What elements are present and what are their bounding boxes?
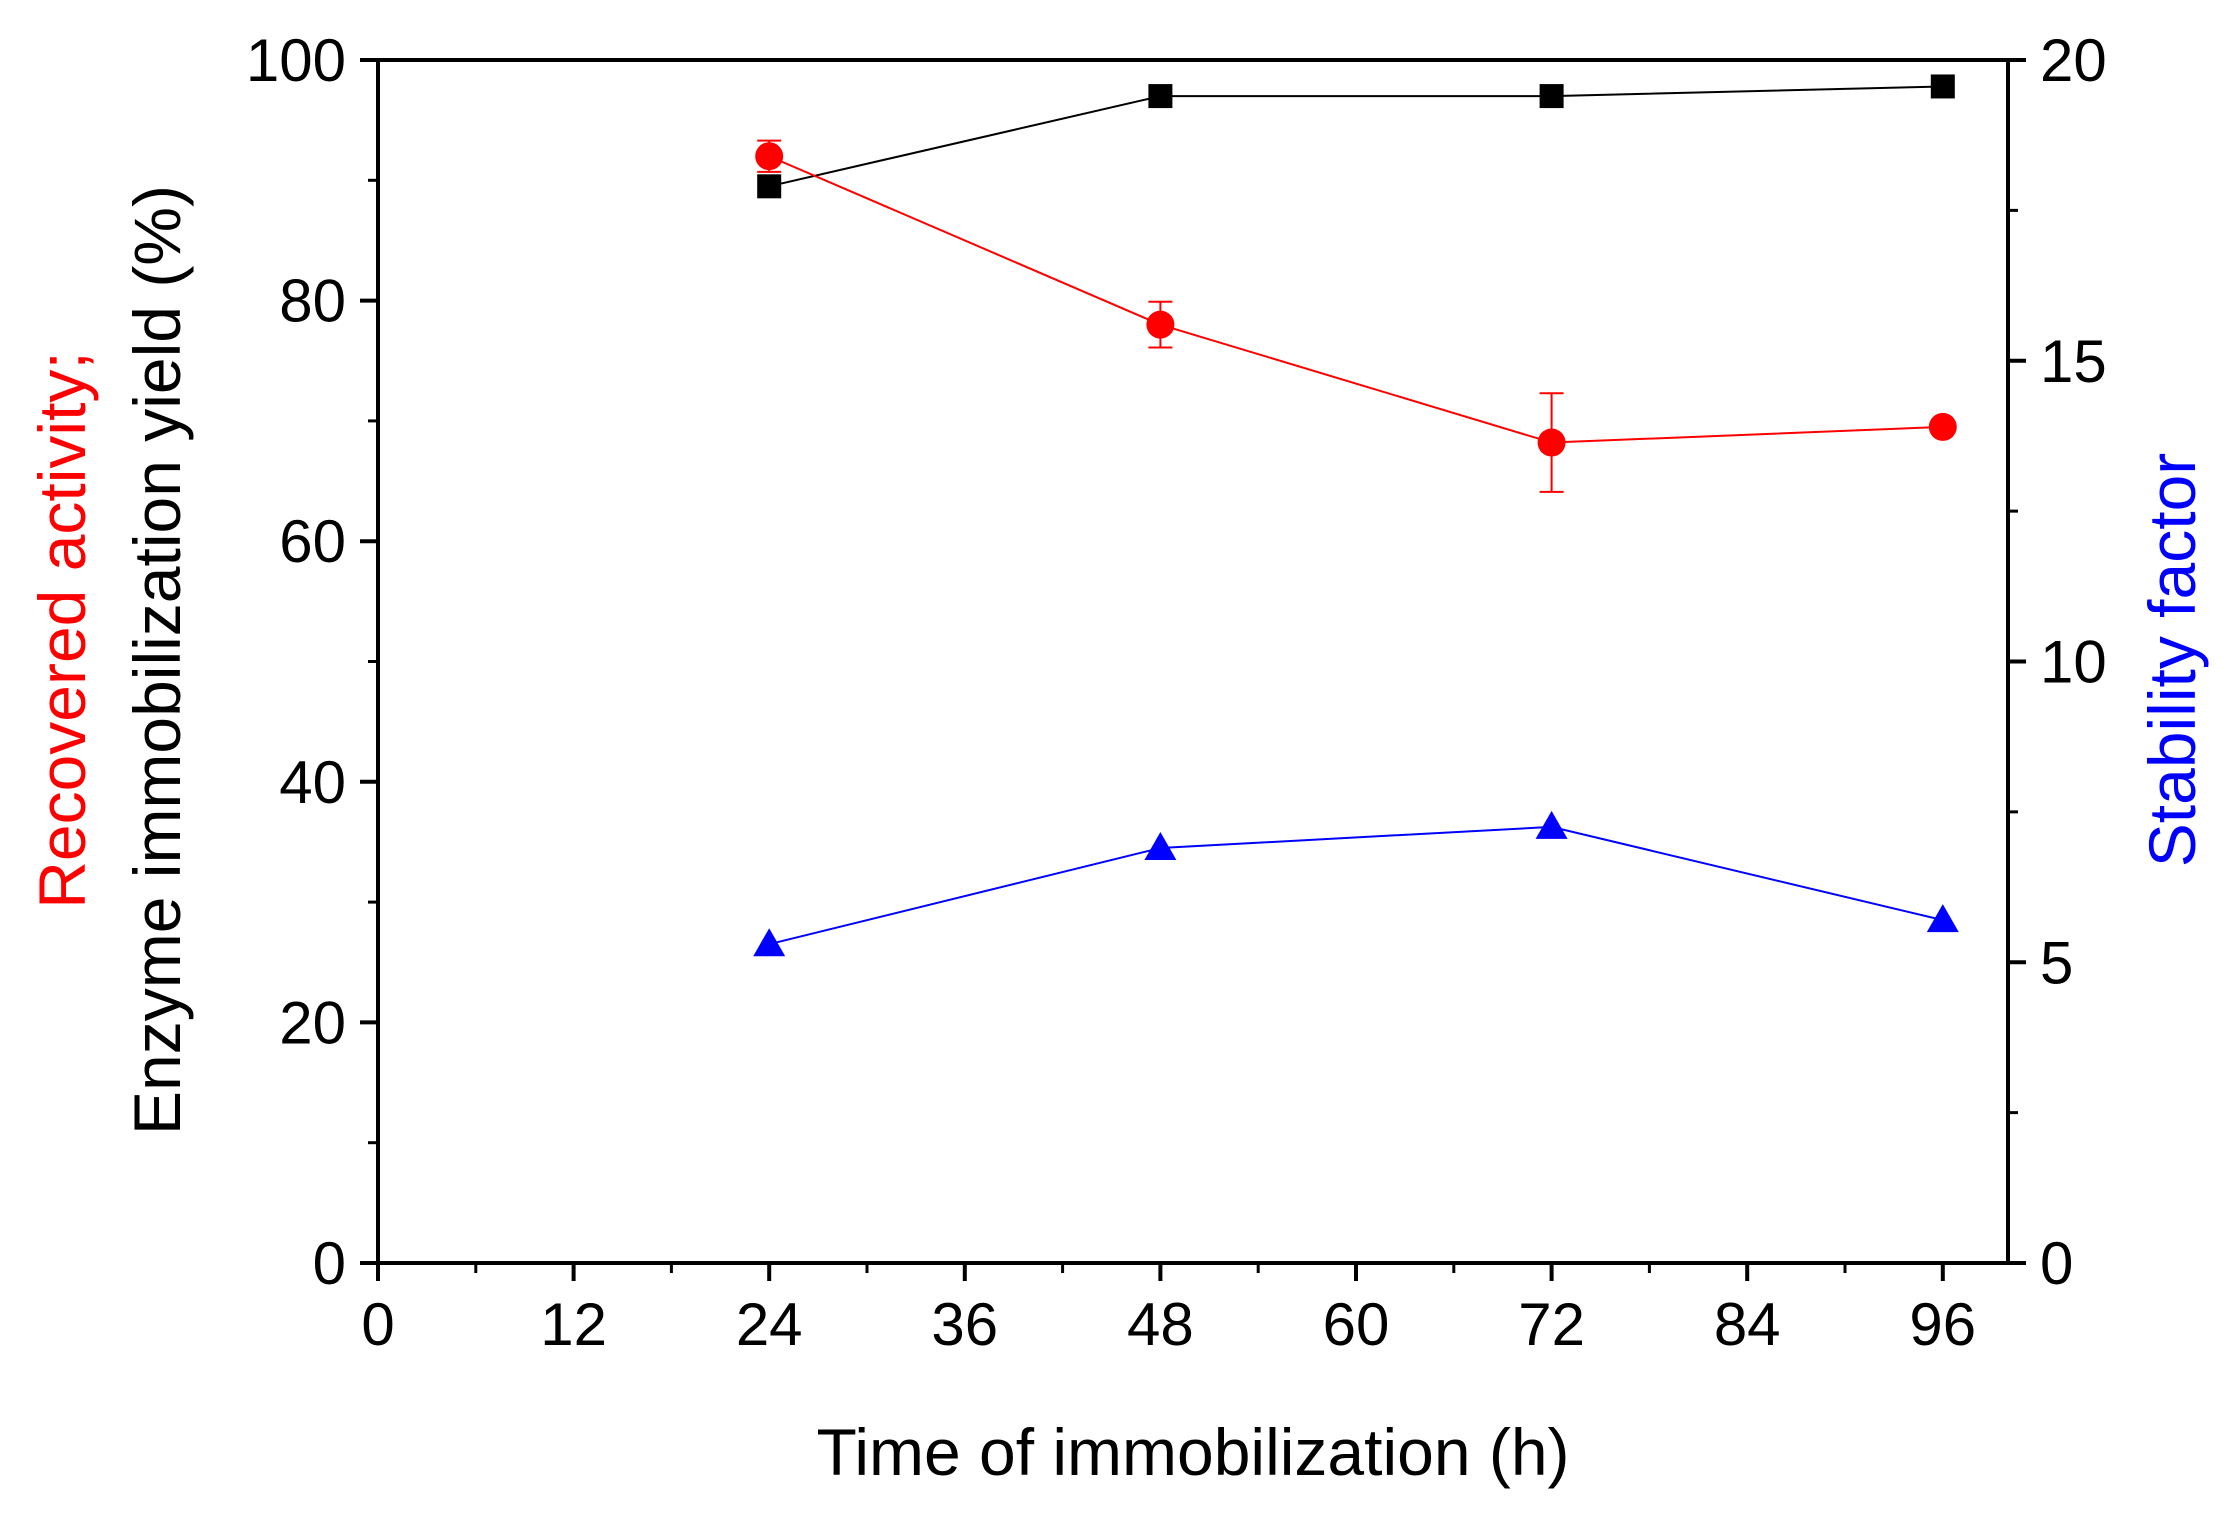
data-point-triangle xyxy=(1535,810,1568,839)
x-tick-label: 96 xyxy=(1909,1291,1976,1358)
y-left-tick-label: 80 xyxy=(279,268,346,335)
x-tick-label: 12 xyxy=(540,1291,607,1358)
y-axis-title-right: Stability factor xyxy=(2135,453,2209,868)
tick-labels: 0 12 24 36 48 60 72 84 96 0 20 40 60 80 100 0 5 10 15 20 xyxy=(246,27,2107,1358)
y-right-tick-label: 15 xyxy=(2040,328,2107,395)
data-point-square xyxy=(757,174,782,199)
series-layer xyxy=(753,74,1959,957)
y-left-tick-label: 100 xyxy=(246,27,346,94)
data-point-circle xyxy=(1146,310,1175,339)
x-tick-label: 36 xyxy=(931,1291,998,1358)
data-point-triangle xyxy=(1926,904,1959,933)
data-point-circle xyxy=(1537,428,1566,457)
x-tick-label: 60 xyxy=(1323,1291,1390,1358)
data-point-circle xyxy=(755,142,784,171)
data-point-square xyxy=(1930,74,1955,99)
x-tick-label: 84 xyxy=(1714,1291,1781,1358)
x-tick-label: 0 xyxy=(361,1291,394,1358)
series-line xyxy=(768,85,1943,188)
y-axis-title-left-part1: Recovered activity; xyxy=(25,351,99,909)
x-tick-label: 24 xyxy=(736,1291,803,1358)
data-point-square xyxy=(1148,84,1173,109)
y-right-tick-label: 0 xyxy=(2040,1230,2073,1297)
y-right-tick-label: 10 xyxy=(2040,629,2107,696)
series-triangle xyxy=(753,810,1959,957)
data-point-square xyxy=(1539,84,1564,109)
series-circle xyxy=(755,139,1957,493)
y-right-tick-label: 5 xyxy=(2040,929,2073,996)
y-left-tick-label: 20 xyxy=(279,989,346,1056)
y-left-tick-label: 40 xyxy=(279,749,346,816)
y-left-tick-label: 0 xyxy=(313,1230,346,1297)
y-left-tick-label: 60 xyxy=(279,508,346,575)
series-line xyxy=(768,825,1944,946)
x-tick-label: 48 xyxy=(1127,1291,1194,1358)
x-axis-title: Time of immobilization (h) xyxy=(816,1415,1569,1489)
series-line xyxy=(768,155,1943,444)
x-tick-label: 72 xyxy=(1518,1291,1585,1358)
data-point-circle xyxy=(1928,412,1957,441)
plot-frame xyxy=(376,58,2010,1265)
y-axis-title-left-part2: Enzyme immobilization yield (%) xyxy=(120,185,194,1135)
ticks xyxy=(360,58,2026,1281)
series-square xyxy=(757,74,1955,199)
y-right-tick-label: 20 xyxy=(2040,27,2107,94)
data-point-triangle xyxy=(1144,831,1177,860)
data-point-triangle xyxy=(753,928,786,957)
